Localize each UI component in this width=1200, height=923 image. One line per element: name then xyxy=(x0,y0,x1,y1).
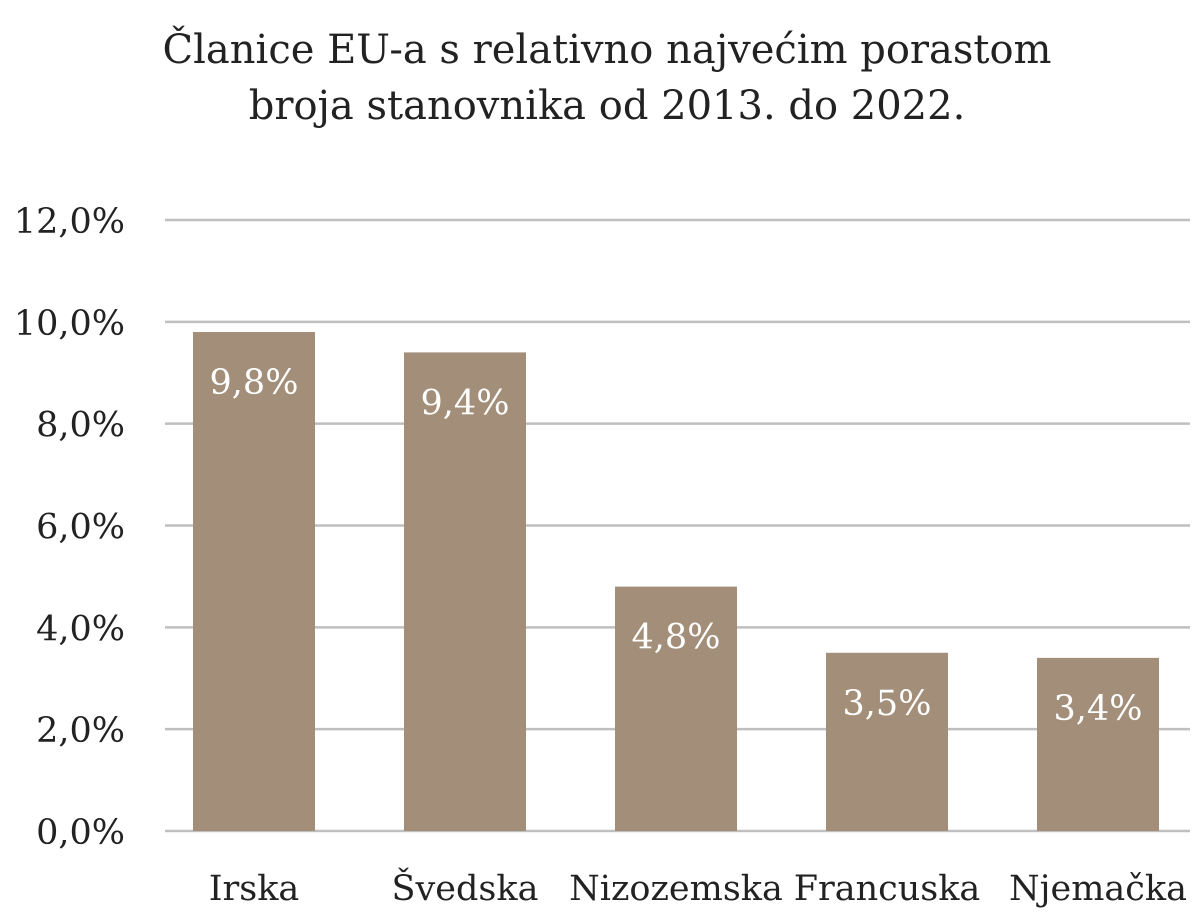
y-tick-label: 8,0% xyxy=(36,406,125,446)
y-tick-label: 0,0% xyxy=(36,813,125,853)
y-tick-label: 2,0% xyxy=(36,711,125,751)
y-tick-label: 12,0% xyxy=(14,202,125,242)
x-tick-label: Njemačka xyxy=(1009,869,1187,909)
bar-nizozemska xyxy=(615,586,737,831)
x-tick-label: Nizozemska xyxy=(569,869,783,909)
y-tick-label: 4,0% xyxy=(36,609,125,649)
chart-title-line-1: Članice EU-a s relativno najvećim porast… xyxy=(162,27,1052,73)
bar-švedska xyxy=(404,352,526,831)
x-tick-label: Švedska xyxy=(392,867,539,909)
y-tick-label: 6,0% xyxy=(36,508,125,548)
data-label: 9,8% xyxy=(210,363,299,403)
data-label: 4,8% xyxy=(632,618,721,658)
bar-francuska xyxy=(826,652,948,831)
bars: 9,8% 9,4% 4,8% 3,5% 3,4% xyxy=(193,332,1159,831)
y-axis-tick-labels: 0,0% 2,0% 4,0% 6,0% 8,0% 10,0% 12,0% xyxy=(14,202,125,853)
x-axis-tick-labels: Irska Švedska Nizozemska Francuska Njemačka xyxy=(209,867,1187,909)
y-tick-label: 10,0% xyxy=(14,304,125,344)
data-label: 3,4% xyxy=(1054,689,1143,729)
chart-title: Članice EU-a s relativno najvećim porast… xyxy=(0,22,1200,134)
bar-njemačka xyxy=(1037,657,1159,831)
chart-title-line-2: broja stanovnika od 2013. do 2022. xyxy=(248,83,966,129)
data-label: 3,5% xyxy=(843,684,932,724)
bar-irska xyxy=(193,332,315,831)
x-tick-label: Francuska xyxy=(794,869,981,909)
data-label: 9,4% xyxy=(421,383,510,423)
x-tick-label: Irska xyxy=(209,869,300,909)
